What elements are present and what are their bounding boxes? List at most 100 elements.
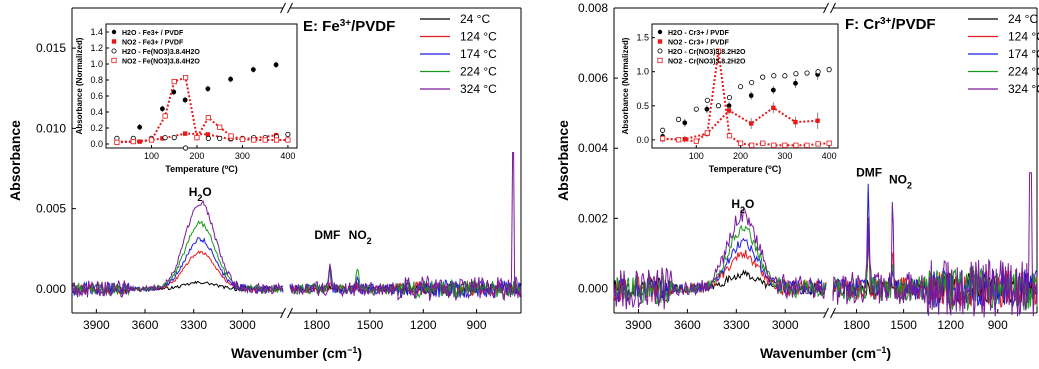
inset-point bbox=[749, 121, 754, 126]
spectrum-line-5 bbox=[71, 199, 283, 298]
x-tick-label: 3900 bbox=[625, 318, 652, 332]
inset-y-tick-label: 0.8 bbox=[90, 75, 103, 85]
inset-point bbox=[182, 145, 189, 151]
inset-x-axis-label: Temperature (oC) bbox=[165, 164, 238, 174]
inset-point bbox=[171, 79, 177, 85]
peak-annotation: DMF bbox=[856, 165, 882, 179]
annotation-sub: 2 bbox=[740, 205, 745, 215]
inset-point bbox=[793, 119, 798, 125]
panel-e: 0.000 0.005 0.010 0.015 3900 3600 3300 3000 1800… bbox=[7, 2, 522, 361]
inset-y-tick-label: 1.0 bbox=[636, 67, 649, 77]
y-tick-label: 0.015 bbox=[36, 41, 66, 55]
inset-x-tick-label: 200 bbox=[189, 151, 204, 161]
x-tick-label: 3300 bbox=[180, 318, 207, 332]
y-tick-label: 0.010 bbox=[36, 121, 66, 135]
inset-legend-label: H2O - Fe3+ / PVDF bbox=[122, 30, 184, 37]
inset-y-axis-label: Absorbance (Normalized) bbox=[621, 37, 630, 134]
inset-point bbox=[826, 67, 832, 73]
inset-point bbox=[704, 130, 710, 136]
inset-y-tick-label: 1.4 bbox=[90, 27, 103, 37]
inset-point bbox=[682, 120, 688, 126]
legend-label: 224 °C bbox=[460, 65, 497, 79]
inset-point bbox=[130, 138, 136, 145]
inset-legend-marker bbox=[657, 39, 663, 44]
inset-point bbox=[749, 79, 755, 86]
legend-label: 124 °C bbox=[1008, 30, 1039, 44]
annotation-tail: O bbox=[202, 185, 211, 199]
inset-point bbox=[251, 137, 257, 143]
legend-label: 224 °C bbox=[1008, 65, 1039, 79]
legend-label: 174 °C bbox=[460, 47, 497, 61]
inset-point bbox=[815, 118, 820, 123]
inset-dotted-line bbox=[116, 132, 277, 143]
x-axis-label-text: Wavenumber (cm bbox=[231, 345, 347, 361]
inset-point bbox=[793, 71, 799, 77]
inset-x-tick-label: 200 bbox=[733, 151, 748, 161]
inset-point bbox=[182, 97, 188, 103]
x-tick-label: 900 bbox=[467, 318, 487, 332]
inset-point bbox=[726, 103, 732, 109]
inset-point bbox=[194, 134, 200, 141]
annotation-tail: O bbox=[745, 197, 754, 211]
x-tick-label: 1200 bbox=[937, 318, 964, 332]
legend-label: 124 °C bbox=[460, 30, 497, 44]
x-axis-label-tail: ) bbox=[357, 345, 362, 361]
inset-legend-label: H2O - Cr3+ / PVDF bbox=[668, 30, 730, 37]
annotation-text: NO bbox=[349, 228, 367, 242]
inset-point bbox=[804, 70, 810, 76]
inset-legend-label: NO2 - Cr(NO3)3.8.2H2O bbox=[668, 59, 746, 66]
inset-x-tick-label: 400 bbox=[280, 151, 295, 161]
annotation-text: DMF bbox=[856, 165, 882, 179]
inset-point bbox=[737, 84, 744, 90]
inset-point bbox=[782, 142, 788, 148]
legend-label: 324 °C bbox=[1008, 82, 1039, 96]
peak-annotation: NO2 bbox=[889, 172, 912, 190]
inset-point bbox=[217, 124, 223, 130]
inset-point bbox=[693, 138, 699, 144]
panel-title-text: E: Fe bbox=[303, 18, 340, 35]
axis-break-mark bbox=[830, 2, 836, 14]
inset-y-tick-label: 0.2 bbox=[90, 123, 103, 133]
inset-y-tick-label: 0.5 bbox=[636, 101, 649, 111]
annotation-text: NO bbox=[889, 172, 907, 186]
inset-legend-label: NO2 - Cr3+ / PVDF bbox=[668, 40, 730, 47]
annotation-sub: 2 bbox=[197, 193, 202, 203]
x-tick-label: 1800 bbox=[303, 318, 330, 332]
inset-point bbox=[228, 133, 234, 139]
inset-legend-marker bbox=[111, 39, 117, 44]
x-axis-label-text: Wavenumber (cm bbox=[760, 345, 876, 361]
inset-legend-marker bbox=[657, 29, 663, 35]
annotation-text: H bbox=[189, 185, 198, 199]
inset-point bbox=[760, 140, 766, 146]
inset-point bbox=[749, 142, 755, 148]
legend-label: 174 °C bbox=[1008, 47, 1039, 61]
inset-y-tick-label: 0.6 bbox=[90, 91, 103, 101]
inset-point bbox=[137, 124, 143, 130]
x-axis-label-sup: −1 bbox=[876, 345, 886, 355]
inset-point bbox=[285, 137, 291, 143]
inset-point bbox=[114, 139, 120, 145]
panel-title-sup: 3+ bbox=[340, 18, 352, 29]
x-axis-label: Wavenumber (cm−1) bbox=[231, 345, 362, 361]
y-tick-label: 0.002 bbox=[578, 211, 608, 225]
inset-point bbox=[804, 142, 810, 148]
x-tick-label: 3300 bbox=[723, 318, 750, 332]
inset-point bbox=[704, 97, 710, 103]
legend-label: 24 °C bbox=[1008, 12, 1038, 26]
spectrum-line-5 bbox=[613, 208, 827, 310]
inset-x-label-tail: C) bbox=[772, 164, 782, 174]
inset-x-label-sup: o bbox=[225, 165, 229, 171]
inset-point bbox=[815, 69, 821, 75]
inset-point bbox=[160, 136, 165, 141]
inset-point bbox=[182, 75, 189, 81]
inset-point bbox=[771, 142, 777, 148]
inset-point bbox=[205, 115, 211, 121]
inset-point bbox=[771, 73, 777, 79]
inset-point bbox=[737, 140, 744, 146]
panel-title-text: F: Cr bbox=[845, 16, 880, 33]
spectrum-line-4 bbox=[613, 224, 827, 305]
annotation-text: DMF bbox=[314, 228, 340, 242]
inset-point bbox=[815, 141, 821, 147]
inset-point bbox=[715, 103, 722, 109]
inset-point bbox=[250, 67, 256, 72]
